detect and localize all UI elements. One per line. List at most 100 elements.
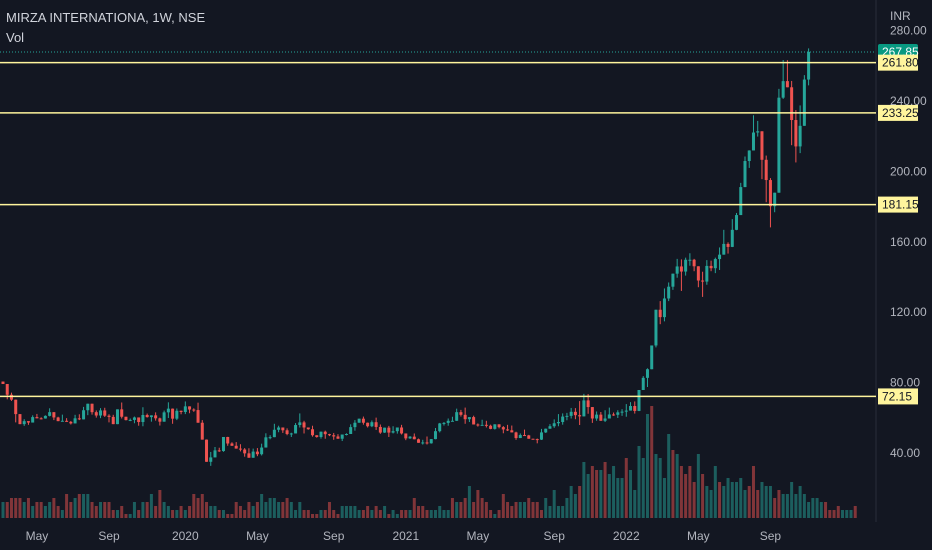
- x-tick-label: Sep: [98, 529, 120, 543]
- volume-bar: [493, 514, 497, 518]
- level-label-bg: [878, 54, 918, 71]
- volume-bar: [387, 514, 391, 518]
- volume-bar: [446, 510, 450, 518]
- candle-body: [404, 433, 408, 439]
- candle-body: [158, 418, 162, 422]
- volume-bar: [671, 450, 675, 518]
- volume-bar: [616, 478, 620, 518]
- volume-bar: [391, 510, 395, 518]
- volume-bar: [408, 510, 412, 518]
- candle-body: [86, 403, 90, 411]
- y-tick-label: 280.00: [890, 24, 927, 38]
- candle-body: [73, 418, 77, 424]
- candle-body: [645, 369, 649, 378]
- volume-bar: [819, 502, 823, 518]
- volume-bar: [442, 510, 446, 518]
- volume-bar: [94, 506, 98, 518]
- symbol-title[interactable]: MIRZA INTERNATIONA, 1W, NSE: [6, 10, 206, 25]
- candle-body: [718, 254, 722, 260]
- volume-bar: [188, 506, 192, 518]
- volume-bar: [120, 506, 124, 518]
- volume-bar: [811, 498, 815, 518]
- volume-bar: [845, 510, 849, 518]
- volume-bar: [467, 486, 471, 518]
- volume-bar: [5, 502, 9, 518]
- candle-body: [213, 450, 217, 458]
- volume-bar: [298, 502, 302, 518]
- candle-body: [696, 266, 700, 281]
- volume-bar: [815, 498, 819, 518]
- volume-bar: [361, 510, 365, 518]
- volume-bar: [650, 406, 654, 518]
- candle-body: [599, 414, 603, 421]
- candle-body: [561, 416, 565, 423]
- candle-body: [48, 412, 52, 416]
- volume-bar: [455, 502, 459, 518]
- volume-bar: [849, 510, 853, 518]
- candle-body: [641, 377, 645, 390]
- volume-bar: [421, 506, 425, 518]
- volume-bar: [35, 502, 39, 518]
- volume-bar: [705, 486, 709, 518]
- volume-bar: [531, 502, 535, 518]
- volume-bars: [1, 406, 857, 518]
- candle-body: [578, 415, 582, 417]
- candle-body: [438, 423, 442, 432]
- volume-indicator-label[interactable]: Vol: [6, 30, 25, 45]
- candle-body: [387, 427, 391, 433]
- candle-body: [802, 79, 806, 126]
- candle-body: [531, 438, 535, 440]
- volume-bar: [306, 510, 310, 518]
- candle-body: [298, 422, 302, 426]
- volume-bar: [412, 498, 416, 518]
- candle-body: [175, 410, 179, 419]
- volume-bar: [476, 490, 480, 518]
- volume-bar: [99, 502, 103, 518]
- volume-bar: [400, 510, 404, 518]
- y-tick-label: 160.00: [890, 235, 927, 249]
- volume-bar: [145, 502, 149, 518]
- candle-body: [60, 420, 64, 422]
- candle-body: [722, 243, 726, 255]
- candle-body: [128, 419, 132, 421]
- candle-body: [391, 431, 395, 433]
- candle-body: [9, 394, 13, 400]
- y-tick-label: 80.00: [890, 376, 920, 390]
- candle-body: [747, 150, 751, 162]
- volume-bar: [518, 502, 522, 518]
- volume-bar: [383, 506, 387, 518]
- volume-bar: [527, 498, 531, 518]
- candle-body: [277, 427, 281, 430]
- volume-bar: [302, 510, 306, 518]
- volume-bar: [90, 502, 94, 518]
- candle-body: [701, 280, 705, 282]
- volume-bar: [773, 498, 777, 518]
- volume-bar: [357, 510, 361, 518]
- volume-bar: [65, 494, 69, 518]
- volume-bar: [489, 510, 493, 518]
- candle-body: [501, 427, 505, 430]
- time-axis[interactable]: May Sep 2020 May Sep 2021 May Sep 2022 May Sep: [26, 529, 782, 543]
- volume-bar: [200, 494, 204, 518]
- volume-bar: [31, 506, 35, 518]
- volume-bar: [221, 510, 225, 518]
- candle-body: [272, 429, 276, 438]
- candle-body: [450, 420, 454, 422]
- candle-body: [52, 412, 56, 418]
- candle-body: [1, 381, 5, 385]
- volume-bar: [294, 510, 298, 518]
- volume-bar: [107, 502, 111, 518]
- volume-bar: [739, 478, 743, 518]
- candle-body: [751, 132, 755, 151]
- price-axis[interactable]: 40.00 80.00 120.00 160.00 200.00 240.00 280.00…: [890, 9, 927, 460]
- candle-body: [289, 433, 293, 435]
- candle-body: [527, 435, 531, 439]
- candle-body: [192, 409, 196, 411]
- candle-body: [226, 436, 230, 444]
- volume-bar: [556, 506, 560, 518]
- volume-bar: [658, 458, 662, 518]
- candle-body: [506, 429, 510, 431]
- volume-bar: [751, 466, 755, 518]
